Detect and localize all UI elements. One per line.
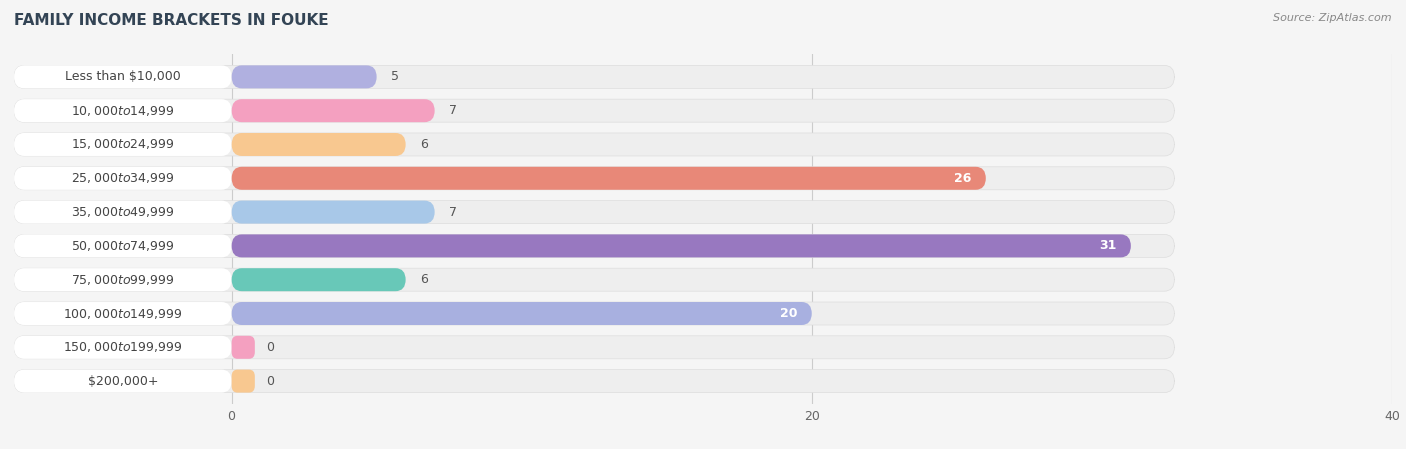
Text: 26: 26 bbox=[953, 172, 972, 185]
Text: Less than $10,000: Less than $10,000 bbox=[65, 70, 181, 84]
Text: 0: 0 bbox=[266, 374, 274, 387]
Text: 0: 0 bbox=[266, 341, 274, 354]
Text: FAMILY INCOME BRACKETS IN FOUKE: FAMILY INCOME BRACKETS IN FOUKE bbox=[14, 13, 329, 28]
Text: $10,000 to $14,999: $10,000 to $14,999 bbox=[72, 104, 174, 118]
FancyBboxPatch shape bbox=[14, 201, 1174, 224]
Text: $25,000 to $34,999: $25,000 to $34,999 bbox=[72, 171, 174, 185]
FancyBboxPatch shape bbox=[14, 234, 1174, 257]
FancyBboxPatch shape bbox=[14, 99, 232, 122]
FancyBboxPatch shape bbox=[14, 66, 232, 88]
FancyBboxPatch shape bbox=[14, 268, 1174, 291]
Text: $50,000 to $74,999: $50,000 to $74,999 bbox=[72, 239, 174, 253]
FancyBboxPatch shape bbox=[14, 268, 232, 291]
FancyBboxPatch shape bbox=[232, 99, 434, 122]
FancyBboxPatch shape bbox=[14, 336, 232, 359]
Text: 7: 7 bbox=[449, 104, 457, 117]
FancyBboxPatch shape bbox=[232, 133, 406, 156]
Text: $100,000 to $149,999: $100,000 to $149,999 bbox=[63, 307, 183, 321]
FancyBboxPatch shape bbox=[14, 234, 232, 257]
FancyBboxPatch shape bbox=[14, 201, 232, 224]
Text: $200,000+: $200,000+ bbox=[87, 374, 157, 387]
FancyBboxPatch shape bbox=[14, 66, 1174, 88]
Text: 6: 6 bbox=[420, 273, 427, 286]
FancyBboxPatch shape bbox=[14, 302, 232, 325]
FancyBboxPatch shape bbox=[14, 167, 1174, 190]
FancyBboxPatch shape bbox=[232, 370, 254, 392]
FancyBboxPatch shape bbox=[14, 370, 232, 392]
FancyBboxPatch shape bbox=[14, 336, 1174, 359]
FancyBboxPatch shape bbox=[232, 66, 377, 88]
Text: 7: 7 bbox=[449, 206, 457, 219]
FancyBboxPatch shape bbox=[14, 302, 1174, 325]
Text: $75,000 to $99,999: $75,000 to $99,999 bbox=[72, 273, 174, 287]
FancyBboxPatch shape bbox=[232, 234, 1130, 257]
FancyBboxPatch shape bbox=[232, 167, 986, 190]
FancyBboxPatch shape bbox=[14, 167, 232, 190]
Text: $150,000 to $199,999: $150,000 to $199,999 bbox=[63, 340, 183, 354]
FancyBboxPatch shape bbox=[232, 336, 254, 359]
FancyBboxPatch shape bbox=[232, 302, 811, 325]
Text: $15,000 to $24,999: $15,000 to $24,999 bbox=[72, 137, 174, 151]
FancyBboxPatch shape bbox=[14, 133, 232, 156]
Text: 6: 6 bbox=[420, 138, 427, 151]
FancyBboxPatch shape bbox=[14, 370, 1174, 392]
FancyBboxPatch shape bbox=[14, 133, 1174, 156]
FancyBboxPatch shape bbox=[232, 201, 434, 224]
Text: $35,000 to $49,999: $35,000 to $49,999 bbox=[72, 205, 174, 219]
Text: 5: 5 bbox=[391, 70, 399, 84]
Text: Source: ZipAtlas.com: Source: ZipAtlas.com bbox=[1274, 13, 1392, 23]
FancyBboxPatch shape bbox=[14, 99, 1174, 122]
FancyBboxPatch shape bbox=[232, 268, 406, 291]
Text: 31: 31 bbox=[1099, 239, 1116, 252]
Text: 20: 20 bbox=[780, 307, 797, 320]
